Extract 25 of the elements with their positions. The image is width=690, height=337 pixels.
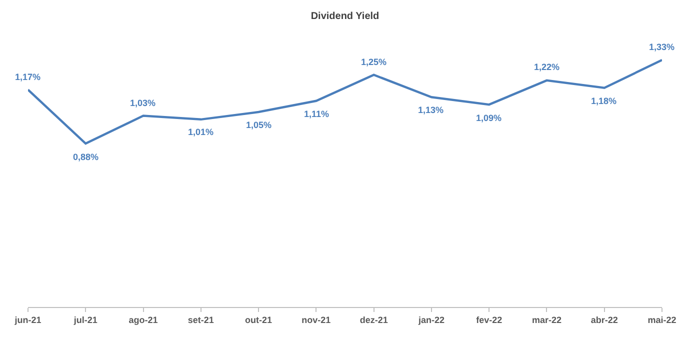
x-tick-label: fev-22 — [476, 314, 502, 325]
x-tick-label: dez-21 — [360, 314, 388, 325]
data-label: 1,03% — [130, 98, 156, 108]
data-label: 1,09% — [476, 113, 502, 123]
chart-title: Dividend Yield — [310, 10, 380, 22]
data-label: 1,01% — [188, 127, 214, 137]
x-tick-label: out-21 — [245, 314, 272, 325]
data-label: 1,11% — [304, 109, 330, 119]
x-tick-label: jan-22 — [417, 314, 444, 325]
x-tick-label: mai-22 — [648, 314, 676, 325]
data-label: 1,17% — [15, 72, 41, 82]
x-tick-label: ago-21 — [128, 314, 158, 325]
x-tick-label: mar-22 — [532, 314, 562, 325]
x-tick-label: nov-21 — [302, 314, 331, 325]
data-label: 1,13% — [418, 105, 444, 115]
data-label: 1,25% — [361, 57, 387, 67]
data-label: 1,18% — [591, 96, 617, 106]
x-tick-label: set-21 — [188, 314, 214, 325]
x-tick-label: jul-21 — [72, 314, 98, 325]
data-label: 1,22% — [534, 62, 560, 72]
data-label: 1,05% — [246, 120, 272, 130]
data-label: 1,33% — [649, 42, 675, 52]
data-label: 0,88% — [73, 152, 99, 162]
x-tick-label: abr-22 — [590, 314, 618, 325]
x-tick-label: jun-21 — [14, 314, 42, 325]
